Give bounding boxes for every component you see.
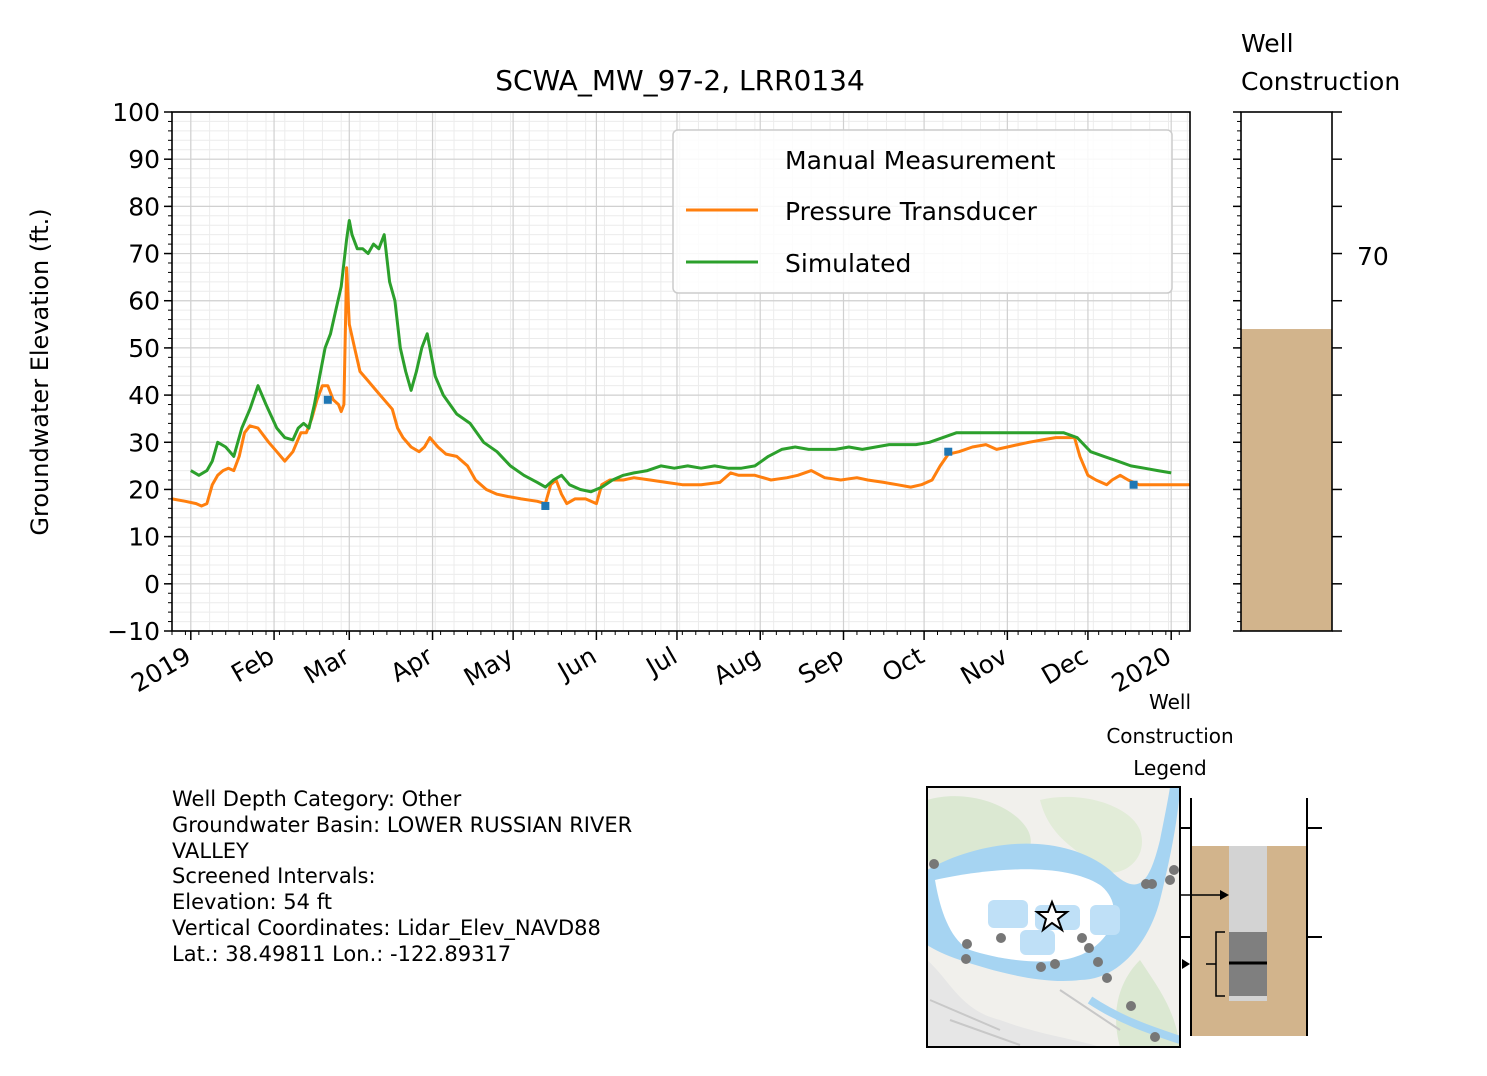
dot-icon — [1036, 962, 1046, 972]
y-tick-label: 80 — [128, 192, 160, 221]
info-line: Elevation: 54 ft — [172, 890, 332, 915]
dot-icon — [1150, 1032, 1160, 1042]
legend-panel-title-line1: Well — [1149, 690, 1191, 714]
legend: Manual Measurement Pressure Transducer S… — [672, 129, 1173, 294]
well-construction-title-line2: Construction — [1241, 67, 1400, 96]
well-construction-ticks — [1233, 111, 1342, 632]
well-construction-tick-label: 70 — [1357, 242, 1389, 271]
y-tick-label: 10 — [128, 523, 160, 552]
manual-measurement-point — [1129, 480, 1138, 489]
legend-label-transducer: Pressure Transducer — [785, 197, 1038, 226]
legend-label-manual: Manual Measurement — [785, 146, 1056, 175]
series-layer — [171, 219, 1190, 510]
y-axis-label: Groundwater Elevation (ft.) — [26, 208, 54, 535]
y-tick-label: 40 — [128, 381, 160, 410]
plot-frame — [171, 111, 1191, 632]
dot-icon — [961, 954, 971, 964]
dot-icon — [1102, 973, 1112, 983]
info-line: Well Depth Category: Other — [172, 787, 462, 811]
y-tick-label: 60 — [128, 287, 160, 316]
well-construction-frame — [1240, 111, 1333, 632]
well-construction-legend: Well Construction Legend — [1106, 690, 1322, 1036]
dot-icon — [1147, 879, 1157, 889]
legend-box — [672, 129, 1173, 294]
y-tick-label: 0 — [144, 570, 160, 599]
y-tick-label: 30 — [128, 428, 160, 457]
manual-measurement-point — [323, 395, 332, 404]
legend-panel-title: Well Construction Legend — [1106, 690, 1233, 780]
well-construction-title-line1: Well — [1241, 29, 1294, 58]
legend-label-simulated: Simulated — [785, 249, 911, 278]
well-info: Well Depth Category: Other Groundwater B… — [172, 787, 812, 968]
arrow-icon — [1182, 959, 1190, 969]
info-line: Groundwater Basin: LOWER RUSSIAN RIVER — [172, 812, 633, 837]
legend-bracket — [1206, 931, 1225, 997]
manual-measurement-point — [541, 501, 550, 510]
dot-icon — [1165, 875, 1175, 885]
star-icon — [1034, 899, 1070, 933]
y-tick-label: 70 — [128, 240, 160, 269]
map-frame — [926, 786, 1181, 1048]
dot-icon — [1050, 959, 1060, 969]
dot-icon — [1169, 865, 1179, 875]
map-dots — [929, 859, 1179, 1042]
dot-icon — [962, 939, 972, 949]
dot-icon — [996, 933, 1006, 943]
chart-title: SCWA_MW_97-2, LRR0134 — [495, 64, 865, 97]
arrow-icon — [1220, 890, 1229, 900]
y-tick-label: −10 — [107, 617, 160, 646]
info-line: VALLEY — [172, 838, 249, 863]
dot-icon — [1093, 957, 1103, 967]
series-line-simulated — [190, 219, 1172, 494]
dot-icon — [929, 859, 939, 869]
well-construction-panel: Well Construction 70 — [1233, 29, 1400, 632]
manual-measurement-point — [944, 447, 953, 456]
legend-panel-title-line3: Legend — [1133, 756, 1206, 780]
well-ground-fill — [1241, 329, 1332, 631]
info-line: Vertical Coordinates: Lidar_Elev_NAVD88 — [172, 915, 601, 940]
site-map — [926, 786, 1181, 1048]
y-tick-label: 50 — [128, 334, 160, 363]
y-tick-label: 90 — [128, 145, 160, 174]
grid — [171, 111, 1190, 632]
legend-panel-title-line2: Construction — [1106, 724, 1233, 748]
y-tick-label: 100 — [112, 98, 160, 127]
series-line-pressure-transducer — [171, 266, 1190, 508]
info-line: Screened Intervals: — [172, 864, 376, 889]
y-tick-label: 20 — [128, 475, 160, 504]
info-line: Lat.: 38.49811 Lon.: -122.89317 — [172, 941, 512, 966]
dot-icon — [1126, 1001, 1136, 1011]
dot-icon — [1084, 943, 1094, 953]
well-construction-title: Well Construction — [1241, 29, 1400, 96]
dot-icon — [1077, 933, 1087, 943]
